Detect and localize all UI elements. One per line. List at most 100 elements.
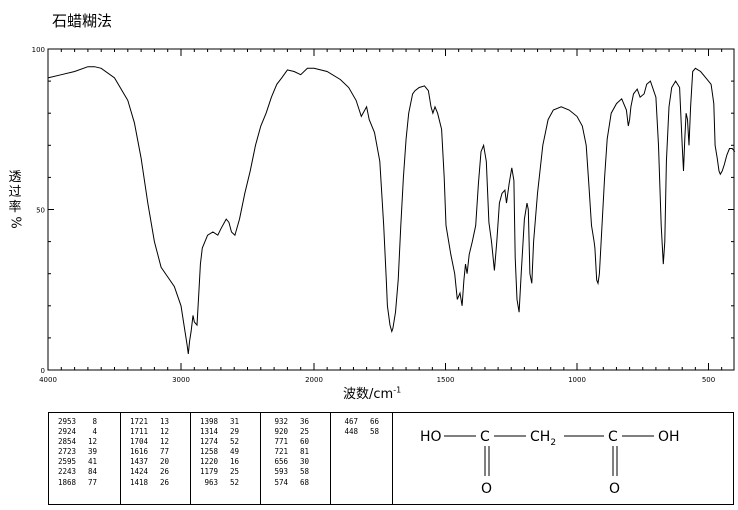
peak-transmittance: 29: [229, 427, 239, 437]
peak-wavenumber: 467: [344, 417, 358, 426]
peak-wavenumber: 932: [274, 417, 288, 426]
x-tick-label: 1000: [568, 376, 586, 384]
peak-transmittance: 20: [159, 457, 169, 467]
peak-transmittance: 13: [159, 417, 169, 426]
structure-c2: C: [608, 429, 618, 445]
structure-sub2: 2: [550, 438, 556, 448]
structure-ch2: CH2: [530, 429, 556, 448]
peak-wavenumber: 1711: [129, 427, 148, 437]
peak-row: 1424 26: [121, 467, 190, 477]
peak-wavenumber: 1418: [129, 477, 148, 487]
peak-wavenumber: 771: [274, 437, 288, 447]
peak-transmittance: 81: [299, 447, 309, 457]
x-tick-label: 4000: [39, 376, 57, 384]
peak-row: 1711 12: [121, 427, 190, 437]
peak-row: 1398 31: [191, 417, 260, 427]
peak-wavenumber: 963: [204, 477, 218, 487]
peak-transmittance: 52: [229, 477, 239, 487]
peak-row: 2953 8: [49, 417, 120, 427]
peak-row: 1418 26: [121, 478, 190, 488]
peak-transmittance: 66: [369, 417, 379, 426]
y-tick-label: 50: [36, 207, 45, 215]
peak-transmittance: 30: [299, 457, 309, 467]
peak-row: 1437 20: [121, 457, 190, 467]
peak-row: 448 58: [331, 427, 391, 437]
peak-row: 593 58: [261, 467, 330, 477]
peak-wavenumber: 574: [274, 477, 288, 487]
peak-transmittance: 77: [87, 477, 97, 487]
peak-wavenumber: 920: [274, 427, 288, 437]
structure-panel: HO C CH2 C OH O O: [392, 412, 734, 505]
peak-column: 1721 13 1711 12 1704 12 1616 77 1437 20 1424 26 1418…: [121, 413, 191, 504]
peak-row: 1274 52: [191, 437, 260, 447]
peak-transmittance: 52: [229, 437, 239, 447]
peak-transmittance: 12: [159, 427, 169, 437]
peak-row: 574 68: [261, 478, 330, 488]
x-tick-label: 1500: [437, 376, 455, 384]
peak-wavenumber: 1437: [129, 457, 148, 467]
peak-column: 932 36 920 25 771 60 721 81 656 30 593 58 574 68: [261, 413, 331, 504]
peak-row: 1616 77: [121, 447, 190, 457]
peak-row: 1179 25: [191, 467, 260, 477]
peak-wavenumber: 2595: [57, 457, 76, 467]
y-axis-label-unit: %: [7, 216, 23, 229]
structure-ch: CH: [530, 429, 550, 445]
peak-transmittance: 12: [87, 437, 97, 447]
peak-wavenumber: 2924: [57, 427, 76, 437]
peak-transmittance: 16: [229, 457, 239, 467]
peak-transmittance: 77: [159, 447, 169, 457]
x-tick-label: 3000: [172, 376, 190, 384]
peak-wavenumber: 1868: [57, 477, 76, 487]
peak-transmittance: 8: [92, 417, 97, 426]
peak-row: 1704 12: [121, 437, 190, 447]
peak-wavenumber: 1721: [129, 417, 148, 426]
structure-c1: C: [480, 429, 490, 445]
peak-transmittance: 39: [87, 447, 97, 457]
peak-row: 2723 39: [49, 447, 120, 457]
peak-wavenumber: 2953: [57, 417, 76, 426]
peak-transmittance: 68: [299, 477, 309, 487]
peak-transmittance: 60: [299, 437, 309, 447]
peak-wavenumber: 1258: [199, 447, 218, 457]
y-tick-label: 100: [32, 46, 45, 54]
peak-wavenumber: 2854: [57, 437, 76, 447]
chart-title: 石蜡糊法: [52, 12, 113, 30]
peak-wavenumber: 1704: [129, 437, 148, 447]
y-axis-label: 透过率 %: [4, 170, 26, 230]
peak-row: 1258 49: [191, 447, 260, 457]
peak-transmittance: 31: [229, 417, 239, 426]
peak-transmittance: 41: [87, 457, 97, 467]
peak-row: 656 30: [261, 457, 330, 467]
peak-row: 771 60: [261, 437, 330, 447]
peak-row: 721 81: [261, 447, 330, 457]
y-tick-label: 0: [41, 367, 45, 375]
structure-o2: O: [609, 481, 620, 497]
peak-transmittance: 25: [229, 467, 239, 477]
spectrum-chart: 4000 3000 2000 1500 1000 500 0 50 100: [32, 46, 736, 384]
peak-transmittance: 58: [299, 467, 309, 477]
peak-row: 920 25: [261, 427, 330, 437]
peak-transmittance: 49: [229, 447, 239, 457]
x-tick-label: 2000: [305, 376, 323, 384]
peak-wavenumber: 593: [274, 467, 288, 477]
peak-row: 2924 4: [49, 427, 120, 437]
y-axis-label-text: 透过率: [8, 170, 22, 215]
peak-transmittance: 12: [159, 437, 169, 447]
malonic-acid-structure: HO C CH2 C OH O O: [420, 429, 680, 497]
peak-row: 1868 77: [49, 478, 120, 488]
peak-wavenumber: 721: [274, 447, 288, 457]
peak-row: 1721 13: [121, 417, 190, 427]
peak-wavenumber: 2243: [57, 467, 76, 477]
peak-wavenumber: 656: [274, 457, 288, 467]
peak-wavenumber: 1314: [199, 427, 218, 437]
series-line-transmittance: [47, 66, 736, 354]
structure-ho: HO: [420, 429, 442, 445]
peak-row: 467 66: [331, 417, 391, 427]
peak-transmittance: 4: [92, 427, 97, 437]
peak-table: 2953 8 2924 4 2854 12 2723 39 2595 41 2243 84 1868 77…: [48, 412, 393, 505]
peak-row: 1314 29: [191, 427, 260, 437]
peak-wavenumber: 1616: [129, 447, 148, 457]
peak-wavenumber: 1179: [199, 467, 218, 477]
structure-oh: OH: [658, 429, 680, 445]
x-tick-label: 500: [702, 376, 715, 384]
